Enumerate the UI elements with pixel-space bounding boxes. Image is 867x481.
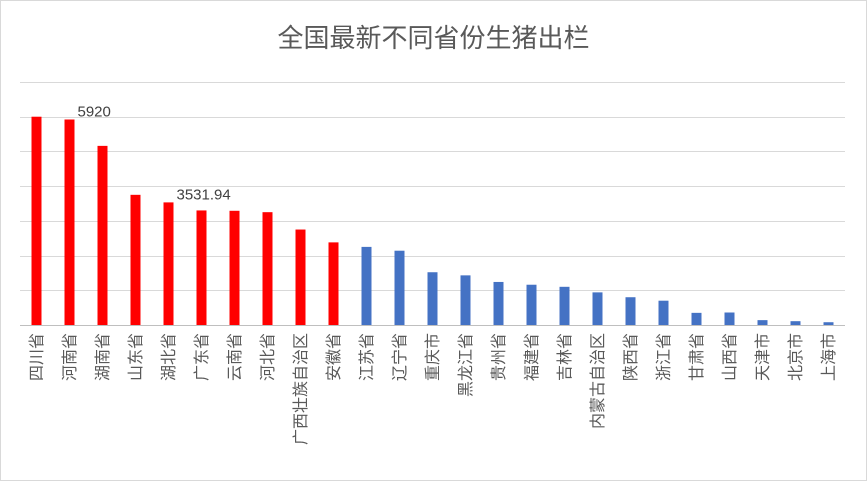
- bar: [823, 322, 834, 325]
- bar: [724, 312, 735, 325]
- x-tick-label: 北京市: [786, 333, 805, 381]
- x-tick-label: 云南省: [225, 333, 244, 381]
- bar: [31, 116, 42, 325]
- bar: [361, 246, 372, 325]
- x-tick-label: 广西壮族自治区: [291, 333, 310, 445]
- bar: [427, 272, 438, 325]
- bar: [394, 250, 405, 325]
- bar: [295, 229, 306, 325]
- x-tick-label: 安徽省: [324, 333, 343, 381]
- bar: [790, 321, 801, 325]
- x-tick-label: 山东省: [126, 333, 145, 381]
- bar: [493, 281, 504, 325]
- bar: [130, 194, 141, 325]
- x-tick-label: 福建省: [522, 333, 541, 381]
- bar: [97, 145, 108, 325]
- bar: [262, 212, 273, 325]
- bar: [559, 286, 570, 325]
- x-tick-label: 陕西省: [621, 333, 640, 381]
- x-tick-label: 广东省: [192, 333, 211, 381]
- data-label: 5920: [78, 103, 111, 120]
- data-label: 3531.94: [177, 186, 231, 203]
- x-tick-label: 内蒙古自治区: [588, 333, 607, 429]
- x-tick-label: 浙江省: [654, 333, 673, 381]
- bar: [460, 275, 471, 325]
- bar: [229, 210, 240, 325]
- bar: [757, 320, 768, 325]
- bar: [691, 312, 702, 325]
- bar: [64, 119, 75, 326]
- bar: [328, 242, 339, 325]
- bar: [658, 300, 669, 325]
- x-tick-label: 重庆市: [423, 333, 442, 381]
- bar: [196, 210, 207, 325]
- x-tick-label: 河北省: [258, 333, 277, 381]
- bar: [526, 284, 537, 325]
- x-tick-label: 湖北省: [159, 333, 178, 381]
- x-tick-label: 吉林省: [555, 333, 574, 381]
- x-tick-label: 山西省: [720, 333, 739, 381]
- chart-title: 全国最新不同省份生猪出栏: [277, 24, 590, 54]
- x-tick-label: 江苏省: [357, 333, 376, 381]
- bar: [163, 202, 174, 325]
- x-tick-label: 河南省: [60, 333, 79, 381]
- x-tick-label: 湖南省: [93, 333, 112, 381]
- x-tick-label: 天津市: [753, 333, 772, 381]
- x-tick-label: 贵州省: [489, 333, 508, 381]
- x-tick-label: 黑龙江省: [456, 333, 475, 397]
- x-tick-label: 四川省: [27, 333, 46, 381]
- bar: [625, 297, 636, 325]
- bar: [592, 292, 603, 325]
- x-tick-label: 辽宁省: [390, 333, 409, 381]
- x-tick-label: 上海市: [819, 333, 838, 381]
- x-tick-label: 甘肃省: [687, 333, 706, 381]
